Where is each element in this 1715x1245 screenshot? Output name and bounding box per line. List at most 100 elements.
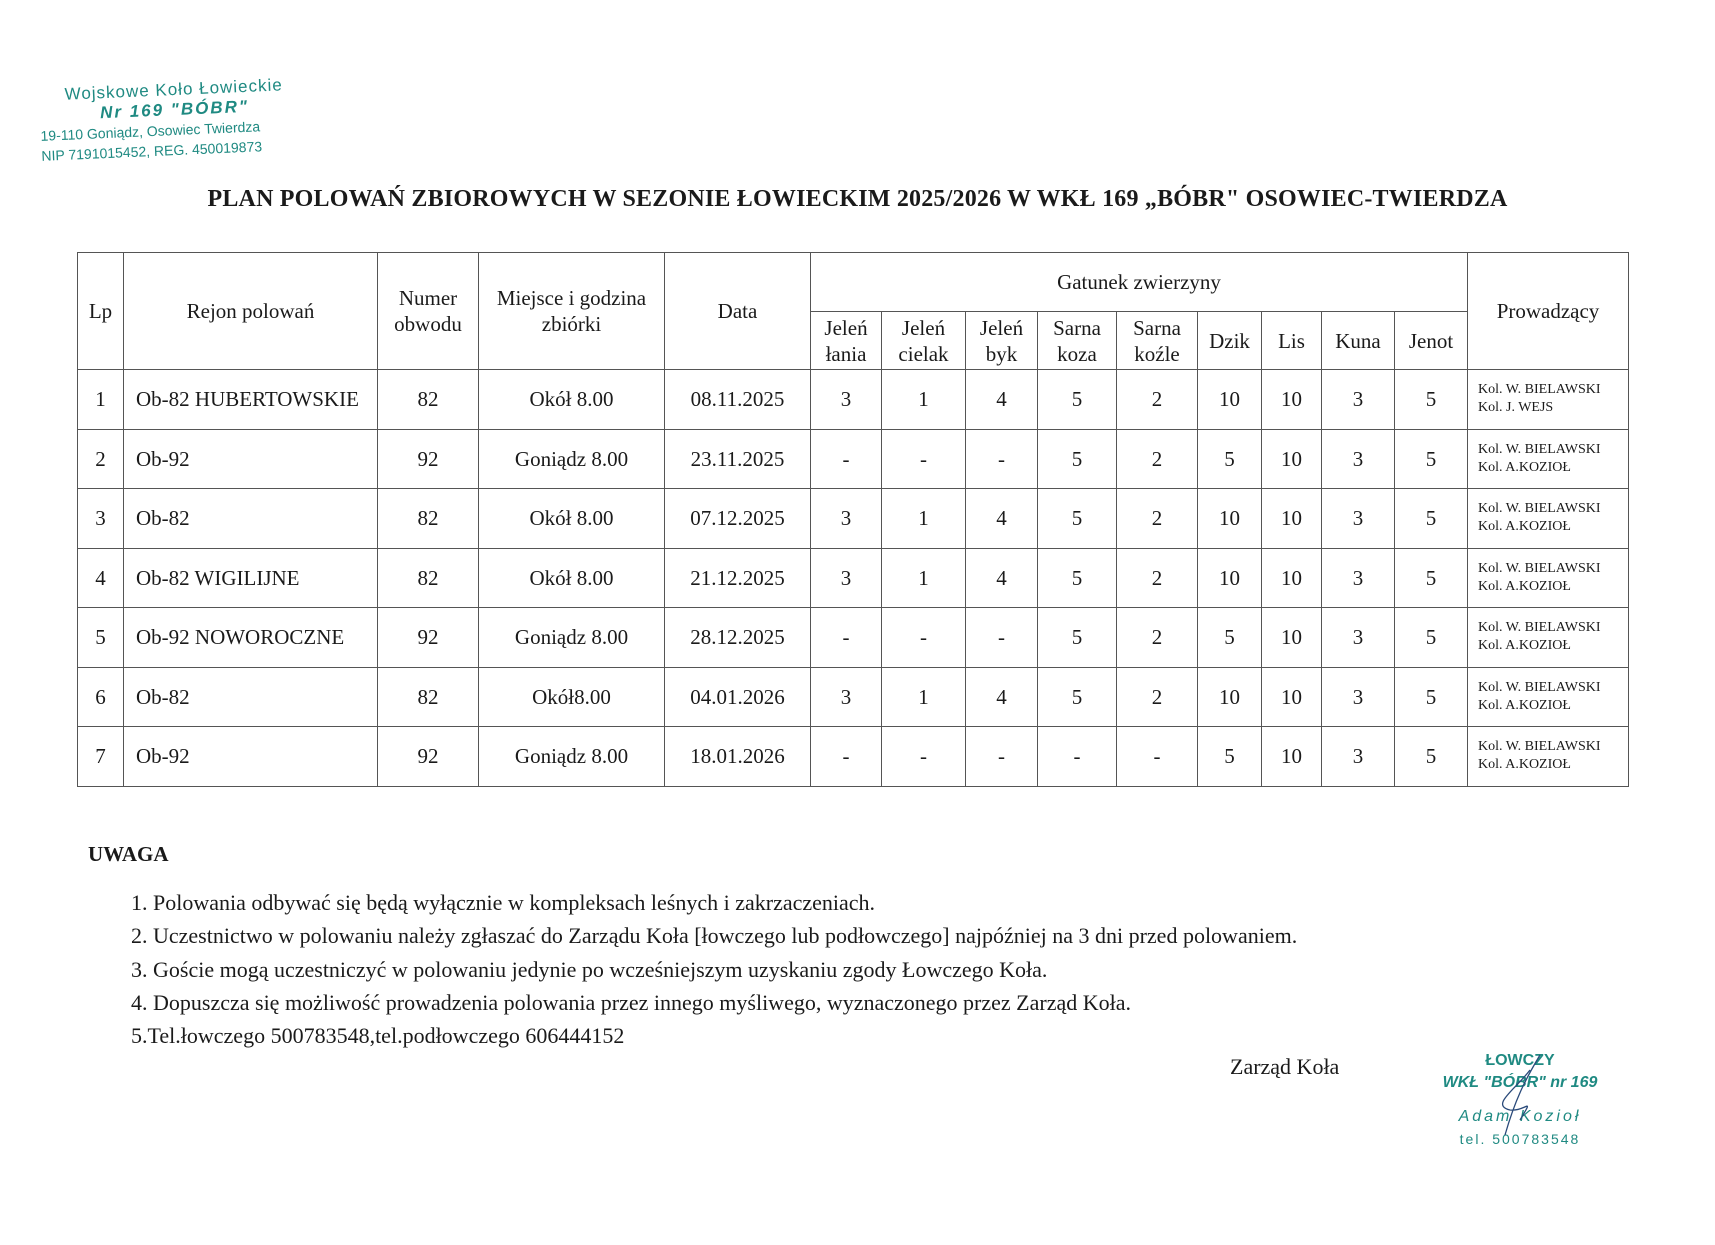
cell-species-count: 1 (881, 369, 966, 430)
cell-species-count: - (965, 607, 1038, 668)
cell-species-count: 5 (1394, 369, 1468, 430)
cell-species-count: 10 (1197, 369, 1262, 430)
cell-species-count: 1 (881, 666, 966, 727)
cell-species-count: - (881, 428, 966, 489)
cell-species-count: 10 (1197, 547, 1262, 608)
leader-name: Kol. W. BIELAWSKI (1478, 620, 1601, 636)
cell-species-count: - (965, 726, 1038, 787)
cell-species-count: 5 (1197, 428, 1262, 489)
table-row: 1 Ob-82 HUBERTOWSKIE 82 Okół 8.00 08.11.2025… (77, 369, 1629, 430)
leader-name: Kol. W. BIELAWSKI (1478, 739, 1601, 755)
cell-data: 04.01.2026 (664, 666, 811, 727)
header-species: Lis (1261, 311, 1322, 370)
cell-miejsce: Okół 8.00 (478, 547, 665, 608)
cell-species-count: 10 (1261, 428, 1322, 489)
cell-lp: 6 (77, 666, 124, 727)
cell-species-count: 3 (1321, 488, 1395, 549)
cell-miejsce: Goniądz 8.00 (478, 726, 665, 787)
cell-miejsce: Okół 8.00 (478, 488, 665, 549)
hunt-plan-table: Lp Rejon polowań Numer obwodu Miejsce i … (77, 252, 1629, 787)
cell-rejon: Ob-92 NOWOROCZNE (123, 607, 378, 668)
cell-species-count: 5 (1197, 607, 1262, 668)
species-sublabel: łania (825, 341, 867, 366)
cell-species-count: 3 (1321, 428, 1395, 489)
cell-species-count: 5 (1037, 369, 1117, 430)
cell-species-count: 10 (1261, 369, 1322, 430)
cell-species-count: 1 (881, 547, 966, 608)
leader-name: Kol. A.KOZIOŁ (1478, 638, 1571, 654)
cell-species-count: 3 (1321, 547, 1395, 608)
header-lp: Lp (77, 252, 124, 370)
header-species: Dzik (1197, 311, 1262, 370)
species-label: Sarna (1053, 315, 1101, 340)
note-item: 3. Goście mogą uczestniczyć w polowaniu … (131, 956, 1048, 982)
header-species: Jenot (1394, 311, 1468, 370)
cell-species-count: - (810, 726, 882, 787)
header-gatunek: Gatunek zwierzyny (810, 252, 1468, 312)
leader-name: Kol. A.KOZIOŁ (1478, 459, 1571, 475)
header-rejon: Rejon polowań (123, 252, 378, 370)
cell-numer: 82 (377, 547, 479, 608)
cell-numer: 92 (377, 428, 479, 489)
cell-numer: 92 (377, 607, 479, 668)
notes-heading: UWAGA (88, 842, 169, 866)
cell-species-count: 5 (1197, 726, 1262, 787)
cell-lp: 3 (77, 488, 124, 549)
cell-species-count: 1 (881, 488, 966, 549)
cell-species-count: 10 (1197, 488, 1262, 549)
cell-rejon: Ob-82 (123, 488, 378, 549)
cell-species-count: 4 (965, 488, 1038, 549)
cell-species-count: 3 (810, 666, 882, 727)
leader-name: Kol. W. BIELAWSKI (1478, 679, 1601, 695)
huntsman-stamp: ŁOWCZY WKŁ "BÓBR" nr 169 Adam Kozioł tel… (1405, 1050, 1635, 1150)
handwritten-signature (1502, 1054, 1541, 1136)
table-row: 3 Ob-82 82 Okół 8.00 07.12.2025 3 1 4 5 2 10 10 3 5 Ko… (77, 488, 1629, 549)
cell-miejsce: Okół 8.00 (478, 369, 665, 430)
species-label: Sarna (1133, 315, 1181, 340)
header-miejsce: Miejsce i godzina zbiórki (478, 252, 665, 370)
cell-miejsce: Goniądz 8.00 (478, 428, 665, 489)
cell-rejon: Ob-82 WIGILIJNE (123, 547, 378, 608)
species-sublabel: cielak (898, 341, 949, 366)
cell-species-count: 5 (1037, 547, 1117, 608)
cell-species-count: 3 (1321, 726, 1395, 787)
header-prowadzacy: Prowadzący (1467, 252, 1629, 370)
header-species: Kuna (1321, 311, 1395, 370)
cell-species-count: 2 (1116, 666, 1198, 727)
cell-species-count: 10 (1261, 488, 1322, 549)
leader-name: Kol. W. BIELAWSKI (1478, 441, 1601, 457)
cell-lp: 5 (77, 607, 124, 668)
cell-rejon: Ob-82 (123, 666, 378, 727)
cell-species-count: 5 (1037, 666, 1117, 727)
cell-species-count: - (810, 428, 882, 489)
cell-species-count: 4 (965, 547, 1038, 608)
table-row: 2 Ob-92 92 Goniądz 8.00 23.11.2025- - -5 2 5 10 3 5… (77, 428, 1629, 489)
cell-prowadzacy: Kol. W. BIELAWSKI Kol. A.KOZIOŁ (1467, 428, 1629, 489)
cell-prowadzacy: Kol. W. BIELAWSKI Kol. A.KOZIOŁ (1467, 726, 1629, 787)
cell-species-count: 5 (1394, 547, 1468, 608)
cell-species-count: - (1116, 726, 1198, 787)
cell-species-count: 2 (1116, 547, 1198, 608)
cell-data: 23.11.2025 (664, 428, 811, 489)
header-species: Jeleń byk (965, 311, 1038, 370)
cell-species-count: 2 (1116, 428, 1198, 489)
cell-lp: 4 (77, 547, 124, 608)
cell-prowadzacy: Kol. W. BIELAWSKI Kol. A.KOZIOŁ (1467, 547, 1629, 608)
cell-species-count: - (1037, 726, 1117, 787)
cell-prowadzacy: Kol. W. BIELAWSKI Kol. A.KOZIOŁ (1467, 488, 1629, 549)
species-sublabel: koźle (1134, 341, 1180, 366)
cell-species-count: 4 (965, 369, 1038, 430)
leader-name: Kol. A.KOZIOŁ (1478, 519, 1571, 535)
note-item: 2. Uczestnictwo w polowaniu należy zgłas… (131, 923, 1298, 949)
species-label: Jeleń (979, 315, 1024, 340)
cell-species-count: 5 (1394, 726, 1468, 787)
cell-prowadzacy: Kol. W. BIELAWSKI Kol. J. WEJS (1467, 369, 1629, 430)
species-sublabel: byk (985, 341, 1018, 366)
stamp-tel: tel. 500783548 (1459, 1131, 1581, 1147)
cell-species-count: 10 (1261, 726, 1322, 787)
note-item: 4. Dopuszcza się możliwość prowadzenia p… (131, 989, 1131, 1015)
leader-name: Kol. A.KOZIOŁ (1478, 578, 1571, 594)
club-stamp: Wojskowe Koło Łowieckie Nr 169 "BÓBR" 19… (38, 74, 311, 166)
notes-list: 1. Polowania odbywać się będą wyłącznie … (131, 886, 1297, 1052)
